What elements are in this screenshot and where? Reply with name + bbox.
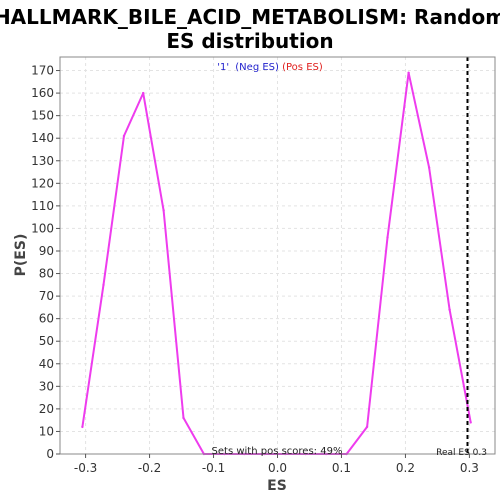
y-axis-ticks: 0 10 20 30 40 50 60 70 80 90 100 110 120 130 140 150 160… bbox=[31, 64, 60, 461]
y-tick-label: 0 bbox=[46, 447, 54, 461]
data-point bbox=[448, 308, 451, 311]
y-tick-label: 160 bbox=[31, 86, 54, 100]
y-tick-label: 80 bbox=[39, 267, 54, 281]
y-tick-label: 10 bbox=[39, 424, 54, 438]
data-point bbox=[386, 236, 389, 239]
grid bbox=[60, 57, 495, 455]
x-tick-label: -0.2 bbox=[138, 461, 161, 475]
y-tick-label: 60 bbox=[39, 312, 54, 326]
y-tick-label: 170 bbox=[31, 64, 54, 78]
x-tick-label: 0.0 bbox=[268, 461, 287, 475]
y-tick-label: 100 bbox=[31, 221, 54, 235]
data-point bbox=[182, 416, 185, 420]
y-tick-label: 20 bbox=[39, 402, 54, 416]
x-axis-label: ES bbox=[267, 478, 287, 494]
data-point bbox=[81, 425, 84, 429]
x-tick-label: -0.3 bbox=[74, 461, 97, 475]
y-tick-label: 40 bbox=[39, 357, 54, 371]
data-point bbox=[407, 71, 410, 74]
chart-title-line1: HALLMARK_BILE_ACID_METABOLISM: Random bbox=[0, 5, 500, 29]
data-point bbox=[365, 425, 369, 429]
x-axis-ticks: -0.3 -0.2 -0.1 0.0 0.1 0.2 0.3 bbox=[74, 454, 479, 475]
data-point bbox=[469, 421, 472, 424]
y-tick-label: 150 bbox=[31, 109, 54, 123]
real-es-label: Real ES 0.3 bbox=[436, 448, 487, 458]
y-tick-label: 50 bbox=[39, 334, 54, 348]
y-tick-label: 30 bbox=[39, 379, 54, 393]
y-axis-label: P(ES) bbox=[13, 234, 29, 277]
data-point bbox=[141, 91, 145, 95]
y-tick-label: 140 bbox=[31, 131, 54, 145]
legend-neg-es: (Neg ES) bbox=[235, 62, 279, 73]
y-tick-label: 120 bbox=[31, 176, 54, 190]
legend: '1' (Neg ES) (Pos ES) bbox=[217, 62, 323, 73]
legend-pos-es: (Pos ES) bbox=[282, 62, 323, 73]
legend-series-label: '1' bbox=[217, 62, 229, 73]
x-tick-label: 0.3 bbox=[460, 461, 479, 475]
data-point bbox=[427, 166, 431, 169]
chart-title-line2: ES distribution bbox=[166, 29, 333, 53]
x-tick-label: 0.2 bbox=[396, 461, 415, 475]
data-point bbox=[122, 134, 126, 138]
data-point bbox=[102, 283, 105, 287]
data-point bbox=[162, 209, 165, 212]
pos-scores-annotation: Sets with pos scores: 49% bbox=[212, 446, 343, 457]
x-tick-label: -0.1 bbox=[202, 461, 225, 475]
x-tick-label: 0.1 bbox=[332, 461, 351, 475]
y-tick-label: 90 bbox=[39, 244, 54, 258]
y-tick-label: 110 bbox=[31, 199, 54, 213]
y-tick-label: 130 bbox=[31, 154, 54, 168]
y-tick-label: 70 bbox=[39, 289, 54, 303]
